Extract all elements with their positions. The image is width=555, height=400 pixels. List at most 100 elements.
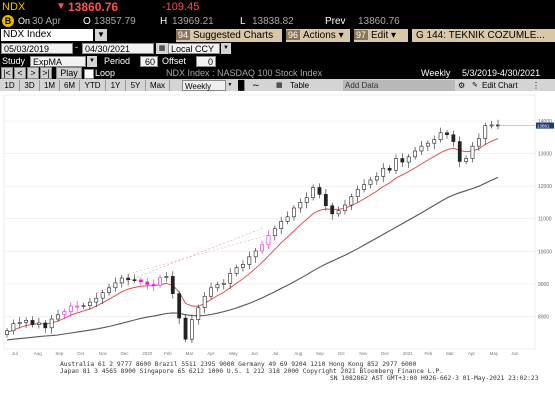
frequency-select[interactable]: Weekly <box>182 80 226 91</box>
candle-body <box>139 279 143 283</box>
edit-chart-icon: ✎ <box>472 82 478 89</box>
period-input[interactable]: 60 <box>140 56 158 67</box>
x-tick-label: May <box>229 351 238 356</box>
y-tick-label: 12000 <box>538 184 552 190</box>
candle-body <box>349 196 354 206</box>
candle-body <box>170 276 175 294</box>
study-select[interactable]: ExpMA <box>30 56 86 67</box>
edit-chart-button[interactable]: Edit Chart <box>482 81 518 90</box>
candle-body <box>215 284 220 289</box>
play-button[interactable]: Play <box>56 67 82 79</box>
security-input[interactable]: NDX Index <box>1 29 93 41</box>
candle-body <box>432 139 437 144</box>
candle-body <box>355 189 360 197</box>
x-tick-label: Feb <box>424 351 432 356</box>
tab-6m[interactable]: 6M <box>60 80 80 91</box>
tab-3d[interactable]: 3D <box>20 80 40 91</box>
prev-value: 13860.76 <box>358 16 400 27</box>
more-icon[interactable]: ⋮ <box>532 81 540 90</box>
add-data-input[interactable]: Add Data <box>343 80 455 91</box>
step-forward-icon[interactable]: > <box>27 67 39 79</box>
study-bar: Study ExpMA ▼ Period 60 Offset 0 <box>0 55 555 67</box>
chart-title[interactable]: G 144: TEKNIK COZUMLE... <box>412 29 555 42</box>
calendar-icon[interactable]: ▦ <box>156 43 168 54</box>
table-button[interactable]: Table <box>290 81 310 90</box>
tab-1y[interactable]: 1Y <box>106 80 126 91</box>
footer-line-1: Australia 61 2 9777 8600 Brazil 5511 239… <box>60 361 417 368</box>
candle-body <box>113 282 118 289</box>
candle-body <box>470 145 475 159</box>
start-date-input[interactable]: 05/03/2019 <box>1 43 73 54</box>
candle-body <box>464 158 469 162</box>
y-tick-label: 13000 <box>538 152 552 158</box>
tab-ytd[interactable]: YTD <box>80 80 106 91</box>
candle-body <box>151 284 156 286</box>
candle-body <box>132 279 137 281</box>
last-price-label: 13861 <box>537 123 550 128</box>
candle-body <box>234 267 239 274</box>
end-date-input[interactable]: 04/30/2021 <box>82 43 154 54</box>
x-tick-label: Aug <box>34 351 43 356</box>
candle-body <box>266 235 271 246</box>
candle-body <box>406 156 411 163</box>
candle-body <box>68 305 73 312</box>
tab-max[interactable]: Max <box>146 80 170 91</box>
security-dropdown-icon[interactable]: ▼ <box>95 29 107 41</box>
playback-bar: |< < > >| Play Loop NDX Index : NASDAQ 1… <box>0 67 555 79</box>
candle-body <box>419 145 424 152</box>
offset-input[interactable]: 0 <box>196 56 216 67</box>
candle-body <box>126 277 131 280</box>
rewind-icon[interactable]: |< <box>1 67 13 79</box>
candle-body <box>87 301 92 306</box>
step-back-icon[interactable]: < <box>14 67 26 79</box>
last-price: 13860.76 <box>68 0 119 14</box>
chevron-down-icon[interactable]: ▼ <box>221 43 231 54</box>
suggested-num: 94 <box>176 30 191 40</box>
candle-body <box>489 124 494 127</box>
x-tick-label: 2021 <box>403 351 414 356</box>
x-tick-label: Jul <box>12 351 18 356</box>
candle-body <box>228 273 233 284</box>
ema-short-line <box>6 138 499 334</box>
tab-1m[interactable]: 1M <box>40 80 60 91</box>
fast-forward-icon[interactable]: >| <box>40 67 52 79</box>
candle-body <box>323 194 328 207</box>
footer-line-2: Japan 81 3 4565 8900 Singapore 65 6212 1… <box>60 368 443 375</box>
x-tick-label: Sep <box>316 351 325 356</box>
candle-body <box>260 244 264 252</box>
tab-5y[interactable]: 5Y <box>126 80 146 91</box>
candle-body <box>374 176 379 181</box>
trend-line <box>96 228 263 293</box>
ticker[interactable]: NDX <box>2 1 26 13</box>
loop-checkbox[interactable] <box>84 69 94 79</box>
candle-body <box>438 132 443 140</box>
footer: Australia 61 2 9777 8600 Brazil 5511 239… <box>0 358 555 400</box>
x-tick-label: Mar <box>186 351 194 356</box>
x-tick-label: Apr <box>468 351 476 356</box>
settings-icon[interactable]: ⚙ <box>458 81 466 90</box>
candle-body <box>425 142 430 147</box>
y-tick-label: 9000 <box>538 282 549 288</box>
candle-body <box>81 305 86 307</box>
candle-body <box>56 314 60 320</box>
bloomberg-icon[interactable]: B <box>2 15 14 27</box>
chart-type-icon[interactable]: █ <box>238 80 245 90</box>
study-dropdown-icon[interactable]: ▼ <box>87 56 97 67</box>
currency-select[interactable]: Local CCY <box>168 43 220 54</box>
candle-body <box>336 210 341 215</box>
low-label: L <box>240 16 246 27</box>
edit-button[interactable]: 97 Edit ▾ <box>354 29 408 42</box>
candle-body <box>202 295 207 308</box>
tab-1d[interactable]: 1D <box>0 80 20 91</box>
actions-num: 96 <box>286 30 301 40</box>
trend-line <box>128 234 269 275</box>
candle-body <box>107 287 111 293</box>
actions-button[interactable]: 96 Actions ▾ <box>286 29 350 42</box>
ohlc-bar: B On 30 Apr O 13857.79 H 13969.21 L 1383… <box>0 15 555 28</box>
range-label: 5/3/2019-4/30/2021 <box>462 68 541 78</box>
suggested-charts-button[interactable]: 94 Suggested Charts <box>176 29 282 42</box>
line-chart-icon[interactable]: ∼ <box>252 80 260 90</box>
price-chart[interactable]: 8000 9000 10000 11000 12000 13000 14000 13861 Ju… <box>0 91 555 358</box>
frequency-dropdown-icon[interactable]: ▼ <box>227 82 233 88</box>
